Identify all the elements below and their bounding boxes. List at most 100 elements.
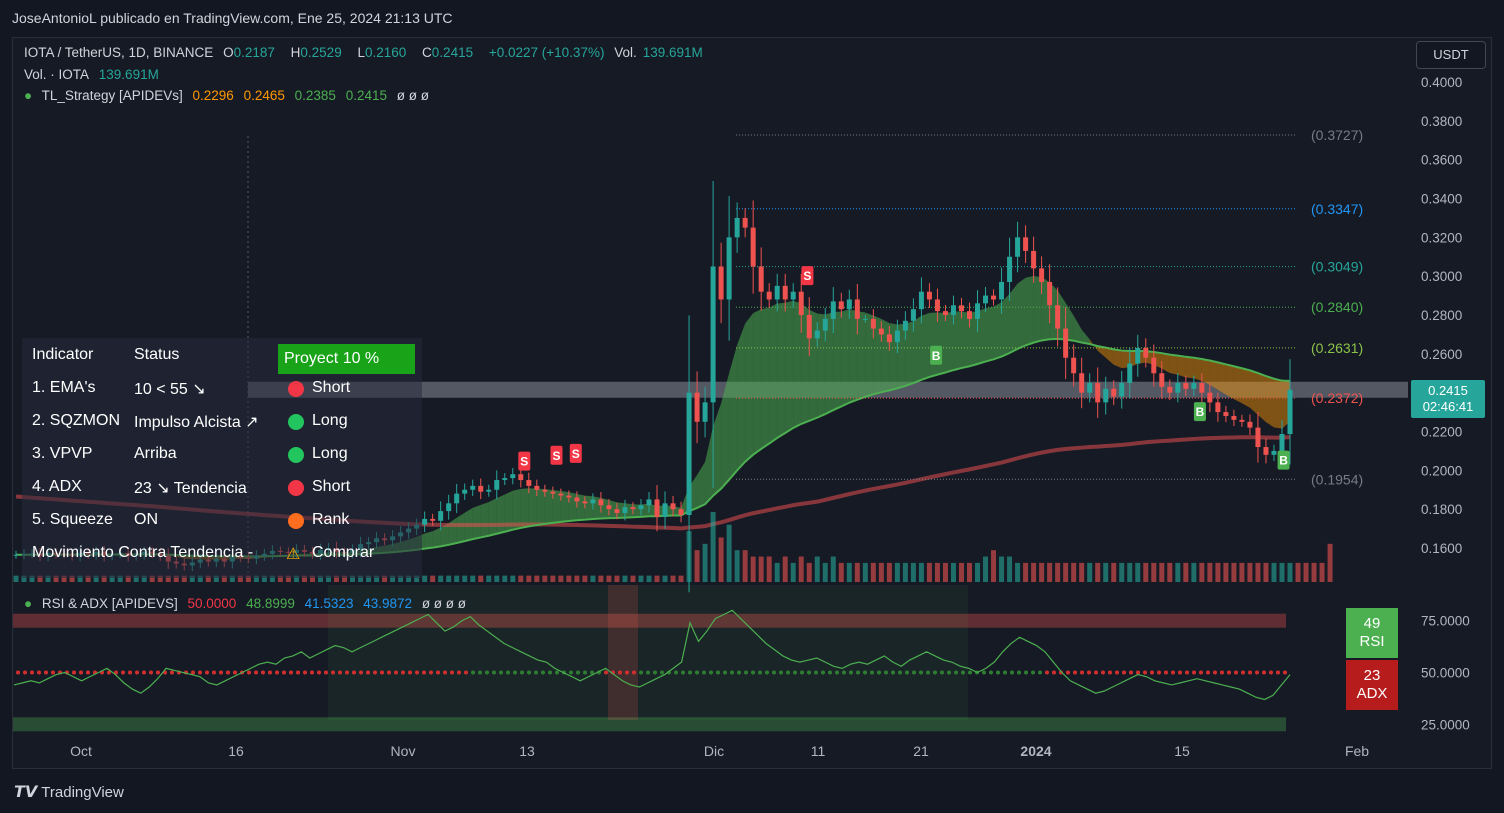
adx-dot	[555, 670, 559, 675]
volume-bar	[510, 575, 516, 582]
currency-button[interactable]: USDT	[1416, 41, 1486, 69]
volume-bar	[1023, 562, 1029, 582]
volume-bar	[229, 575, 235, 582]
volume-bar	[734, 550, 740, 582]
row-status: 23 ↘ Tendencia	[134, 480, 247, 497]
adx-dot	[1255, 670, 1259, 675]
x-tick-label: Oct	[70, 743, 92, 759]
x-tick-label: Dic	[704, 743, 724, 759]
candle-body	[1055, 305, 1061, 329]
candle-body	[726, 237, 732, 300]
ema-ribbon-segment	[793, 300, 802, 428]
ema-ribbon-segment	[873, 315, 882, 395]
adx-dot	[520, 670, 524, 675]
adx-dot	[149, 670, 153, 675]
volume-bar	[454, 575, 460, 582]
volume-bar	[77, 575, 83, 582]
candle-body	[966, 311, 972, 319]
volume-bar	[1079, 562, 1085, 582]
volume-bar	[277, 575, 283, 582]
adx-dot	[1192, 670, 1196, 675]
adx-dot	[961, 670, 965, 675]
volume-bar	[534, 575, 540, 582]
volume-bar	[1071, 562, 1077, 582]
volume-bar	[950, 562, 956, 582]
candle-body	[1071, 357, 1077, 374]
adx-dot	[576, 670, 580, 675]
candle-body	[1215, 402, 1221, 413]
adx-dot	[1171, 670, 1175, 675]
rsi-indicator-name: RSI & ADX [APIDEVS]	[41, 596, 178, 611]
volume-bar	[37, 575, 43, 582]
adx-dot	[751, 670, 755, 675]
candle-body	[470, 485, 476, 490]
signal-marker	[518, 451, 531, 471]
volume-bar	[13, 575, 19, 582]
ema-ribbon-segment	[1193, 357, 1202, 381]
change-value: +0.0227 (+10.37%)	[488, 45, 605, 60]
adx-dot	[779, 670, 783, 675]
adx-dot	[1066, 670, 1070, 675]
adx-dot	[828, 670, 832, 675]
volume-bar	[253, 575, 259, 582]
signal-label: B	[1196, 405, 1205, 419]
candle-body	[678, 509, 684, 515]
candle-body	[1039, 268, 1045, 282]
volume-bar	[1007, 556, 1013, 582]
volume-bar	[1287, 562, 1293, 582]
adx-dot	[730, 670, 734, 675]
candle-body	[558, 493, 564, 496]
adx-dot	[443, 670, 447, 675]
y-tick-label: 0.1800	[1421, 502, 1462, 517]
candle-body	[566, 495, 572, 498]
adx-dot	[408, 670, 412, 675]
candle-body	[854, 299, 860, 319]
volume-bar	[1031, 562, 1037, 582]
adx-dot	[583, 670, 587, 675]
candle-body	[1231, 415, 1237, 420]
adx-dot	[800, 670, 804, 675]
candle-body	[1015, 237, 1021, 257]
signal-dot	[288, 480, 304, 496]
candle-body	[1095, 382, 1101, 403]
adx-dot	[989, 670, 993, 675]
counter-zone	[608, 585, 638, 720]
ema-ribbon-segment	[777, 302, 786, 438]
signal-label: B	[1279, 454, 1288, 468]
close-value: 0.2415	[431, 45, 474, 60]
fib-level-label: (0.1954)	[1311, 471, 1363, 487]
volume-bar	[742, 550, 748, 582]
candle-body	[13, 554, 19, 556]
adx-dot	[1059, 670, 1063, 675]
ema-ribbon-segment	[705, 426, 714, 505]
ema-ribbon-segment	[1025, 276, 1034, 346]
adx-dot	[660, 670, 664, 675]
ema-ribbon-segment	[905, 321, 914, 386]
tradingview-logo[interactable]: 𝙏𝙑 TradingView	[14, 784, 124, 801]
adx-dot	[1101, 670, 1105, 675]
rsi-legend[interactable]: ● RSI & ADX [APIDEVS] 50.0000 48.8999 41…	[24, 596, 472, 611]
ema-ribbon-segment	[969, 311, 978, 367]
volume-bar	[1087, 562, 1093, 582]
candle-body	[1135, 348, 1141, 364]
row-signal: Long	[312, 445, 348, 462]
strategy-legend[interactable]: ● TL_Strategy [APIDEVs] 0.2296 0.2465 0.…	[24, 88, 435, 103]
candle-body	[670, 503, 676, 510]
volume-bar	[606, 575, 612, 582]
candle-body	[1119, 382, 1125, 397]
adx-dot	[947, 670, 951, 675]
candle-body	[710, 266, 716, 403]
candle-body	[430, 518, 436, 521]
adx-dot	[247, 670, 251, 675]
ema-ribbon-segment	[1217, 362, 1226, 395]
volume-bar	[830, 556, 836, 582]
adx-dot	[86, 670, 90, 675]
adx-dot	[1024, 670, 1028, 675]
volume-bar	[165, 575, 171, 582]
ema-ribbon-segment	[448, 517, 457, 545]
ema-ribbon-segment	[1169, 354, 1178, 375]
adx-dot	[926, 670, 930, 675]
adx-dot	[765, 670, 769, 675]
candle-body	[694, 392, 700, 422]
